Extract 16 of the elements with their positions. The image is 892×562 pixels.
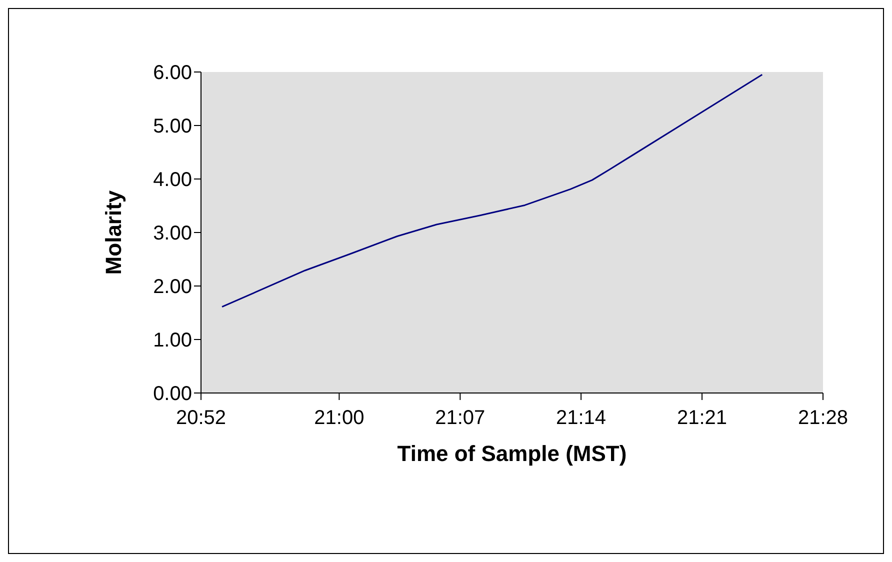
y-axis-title: Molarity — [100, 190, 126, 275]
line-series — [221, 74, 763, 308]
y-tick-label: 2.00 — [153, 276, 192, 298]
x-tick-label: 21:07 — [435, 407, 486, 430]
y-tick-label: 6.00 — [153, 62, 192, 84]
x-tick-label: 21:21 — [676, 407, 728, 430]
y-tick-label: 4.00 — [153, 169, 192, 192]
y-tick-label: 3.00 — [153, 222, 192, 245]
x-tick-label: 20:52 — [176, 407, 226, 430]
y-tick-label: 1.00 — [153, 330, 192, 352]
y-tick-label: 0.00 — [153, 383, 192, 406]
x-tick-label: 21:14 — [556, 407, 606, 430]
x-axis-title: Time of Sample (MST) — [397, 441, 627, 466]
x-tick-label: 21:28 — [798, 407, 848, 430]
x-tick-label: 21:00 — [314, 407, 364, 430]
y-tick-label: 5.00 — [153, 116, 192, 138]
